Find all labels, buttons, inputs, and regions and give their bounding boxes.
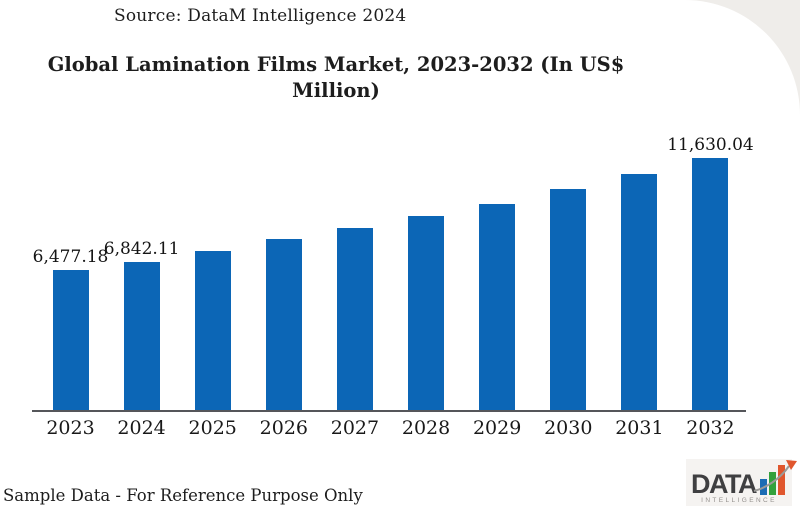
logo-wordmark: DATA — [691, 469, 757, 499]
footer-note: Sample Data - For Reference Purpose Only — [3, 486, 363, 505]
bar-2028 — [408, 216, 445, 410]
x-tick-label-2027: 2027 — [330, 417, 380, 439]
bar-2025 — [194, 251, 231, 410]
bar-value-label-2023: 6,477.18 — [32, 246, 109, 267]
bar-2032 — [692, 158, 729, 410]
bar-2023 — [52, 269, 89, 410]
bar-2027 — [336, 228, 373, 410]
x-tick-label-2024: 2024 — [117, 417, 166, 439]
chart-title: Global Lamination Films Market, 2023-203… — [36, 52, 636, 104]
x-tick-label-2025: 2025 — [188, 417, 237, 439]
x-tick-label-2031: 2031 — [615, 417, 664, 439]
logo-top-row: DATA — [688, 460, 797, 499]
x-tick-label-2032: 2032 — [686, 417, 735, 439]
bar-2029 — [479, 204, 516, 410]
bar-2031 — [621, 174, 658, 410]
bar-value-label-2032: 11,630.04 — [667, 135, 754, 155]
x-tick-label-2026: 2026 — [259, 417, 308, 439]
bar-value-label-2024: 6,842.11 — [103, 238, 180, 259]
logo-bar-orange — [777, 465, 785, 495]
x-axis-line — [32, 410, 746, 412]
bar-2026 — [265, 239, 302, 410]
chart-title-line2: Million) — [292, 79, 380, 102]
logo-bar-chart-glyph — [753, 460, 797, 495]
logo-subtext: INTELLIGENCE — [701, 497, 777, 504]
x-tick-label-2028: 2028 — [401, 417, 451, 439]
x-axis-labels: 2023 2024 2025 2026 2027 2028 2029 2030 2031 2032 — [32, 417, 748, 445]
source-note: Source: DataM Intelligence 2024 — [114, 6, 407, 26]
x-tick-label-2030: 2030 — [544, 417, 593, 439]
bar-2030 — [550, 189, 587, 410]
logo-growth-arrow-icon — [753, 460, 797, 492]
chart-title-line1: Global Lamination Films Market, 2023-203… — [47, 53, 625, 76]
x-tick-label-2029: 2029 — [472, 417, 522, 439]
bar-2024 — [123, 261, 160, 410]
datam-intelligence-logo: DATA INTELLIGENCE — [686, 459, 797, 506]
x-tick-label-2023: 2023 — [46, 417, 95, 439]
bar-chart-plot-area: 6,477.18 6,842.11 11,630.04 — [32, 130, 754, 410]
